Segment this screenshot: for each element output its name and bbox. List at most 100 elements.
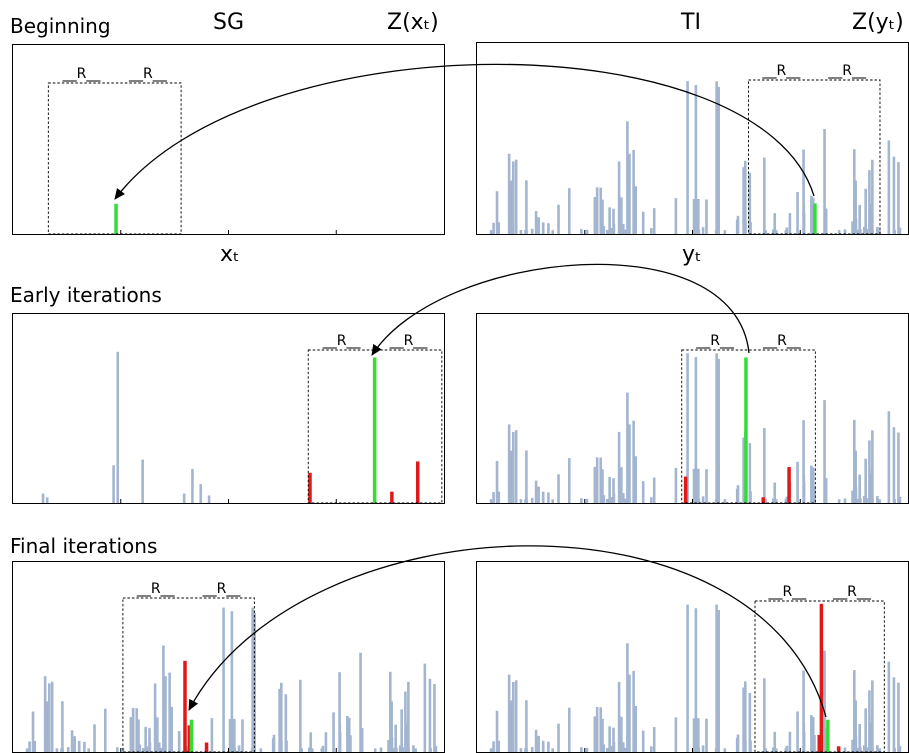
ti-background-bar [547,741,550,752]
ti-background-bar [568,458,571,503]
sg-background-bar [142,748,145,752]
ti-background-bar [601,718,604,752]
ti-background-bar [802,670,805,752]
ti-background-bar [602,744,606,752]
ti-background-bar [634,705,637,752]
ti-background-bar [495,710,499,752]
panel-ti-early [476,313,909,504]
sg-background-bar [284,694,288,752]
ti-background-bar [507,153,511,234]
x-axis-label: xₜ [220,242,240,267]
ti-background-bar [530,497,534,503]
ti-background-bar [824,478,828,503]
neighbor-bar-ti [836,746,841,752]
sg-background-bar [168,672,171,752]
sg-background-bar [191,468,194,503]
sg-background-bar [55,748,59,752]
sg-background-bar [116,747,119,752]
sg-background-bar [28,741,31,752]
ti-background-bar [509,180,513,234]
ti-background-bar [810,715,813,752]
neighborhood-box-sg [122,597,255,753]
ti-background-bar [547,223,550,234]
sg-background-bar [338,672,341,752]
ti-background-bar [519,748,523,752]
ti-background-bar [541,745,545,752]
sg-background-bar [138,744,142,752]
ti-background-bar [632,149,635,234]
sg-background-bar [346,715,349,752]
r-mark-label: __R__ [322,333,362,349]
ti-background-bar [717,358,720,503]
ti-background-bar [492,741,495,752]
sg-background-bar [412,745,415,752]
ti-background-bar [851,745,855,752]
neighbor-bar-sg [183,660,187,752]
z-y-label: Z(yₜ) [852,10,904,35]
ti-background-bar [608,207,611,234]
ti-background-bar [773,482,777,503]
ti-background-bar [612,727,615,752]
ti-background-bar [853,149,856,234]
ti-background-bar [626,392,629,503]
ti-background-bar [557,204,560,234]
sg-background-bar [359,652,362,752]
neighbor-bar-sg [390,491,394,503]
sg-label: SG [213,10,245,35]
sg-background-bar [47,683,51,752]
sg-background-bar [373,748,377,752]
ti-background-bar [843,498,847,503]
ti-background-bar [696,468,700,503]
sg-background-bar [400,709,403,752]
ti-background-bar [772,747,775,752]
ti-background-bar [870,197,874,234]
sg-background-bar [321,745,325,752]
arrow-beginning [114,63,815,200]
ti-background-bar [608,726,611,752]
sg-background-bar [112,465,115,503]
ti-background-bar [694,357,698,503]
ti-background-bar [870,467,874,503]
sg-background-bar [414,748,417,752]
ti-background-bar [626,121,629,234]
ti-background-bar [887,140,891,234]
ti-background-bar [871,680,874,752]
r-mark-label: __R__ [136,581,176,597]
ti-background-bar [595,457,599,503]
sg-background-bar [50,681,54,752]
ti-background-bar [632,670,635,752]
r-mark-label: __R__ [832,584,872,600]
ti-background-bar [602,495,606,503]
ti-background-bar [868,690,871,752]
neighborhood-box-sg [307,349,443,504]
r-mark-label: __R__ [827,63,867,79]
ti-background-bar [864,188,867,234]
ti-background-bar [599,187,603,234]
r-mark-label: __R__ [128,66,168,82]
ti-background-bar [525,700,528,752]
ti-background-bar [534,211,538,234]
ti-background-bar [796,461,799,503]
sg-background-bar [185,746,189,752]
ti-background-bar [892,677,896,752]
sg-background-bar [148,742,152,752]
ti-background-bar [534,729,538,752]
ti-background-bar [626,643,629,752]
ti-background-bar [525,180,528,234]
sg-background-bar [137,719,140,752]
ti-background-bar [612,208,615,234]
ti-background-bar [652,727,656,752]
sg-background-bar [279,682,283,752]
ti-background-bar [864,708,867,752]
ti-background-bar [853,670,856,752]
ti-background-bar [878,499,881,503]
r-mark-label: __R__ [767,584,807,600]
neighbor-bar-sg [308,472,312,503]
panel-ti-final [476,561,909,753]
ti-background-bar [595,187,599,234]
ti-background-bar [785,745,789,752]
sg-background-bar [278,688,281,752]
ti-background-bar [717,610,720,752]
ti-background-bar [717,86,720,235]
ti-background-bar [593,466,597,503]
